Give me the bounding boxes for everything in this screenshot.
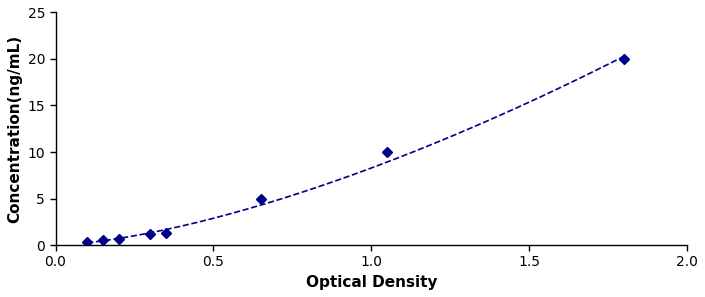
- Y-axis label: Concentration(ng/mL): Concentration(ng/mL): [7, 35, 22, 223]
- X-axis label: Optical Density: Optical Density: [305, 275, 437, 290]
